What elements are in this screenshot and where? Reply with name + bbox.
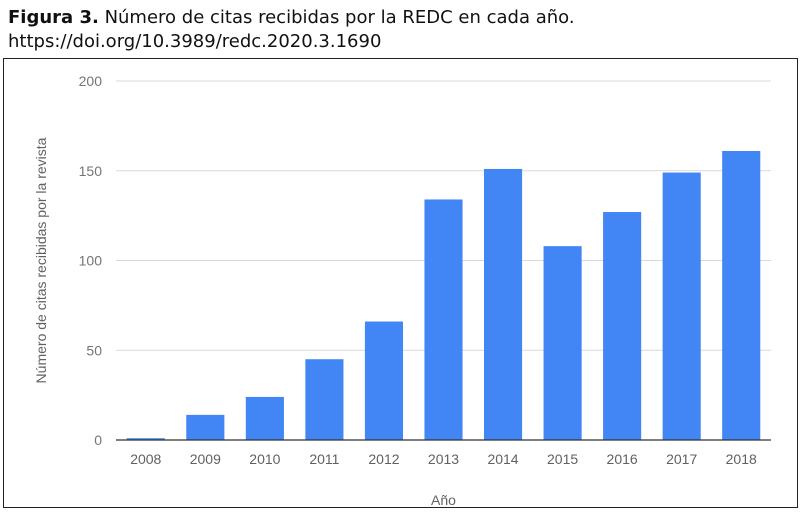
x-tick-label: 2016 <box>607 451 638 467</box>
x-axis-title: Año <box>431 492 456 507</box>
x-tick-label: 2008 <box>130 451 161 467</box>
x-axis-ticks: 2008 2009 2010 2011 2012 2013 2014 2015 2016 2017… <box>130 451 757 467</box>
bar-2010 <box>245 396 284 440</box>
x-tick-label: 2009 <box>190 451 221 467</box>
x-tick-label: 2014 <box>487 451 518 467</box>
bar-chart: 0 50 100 150 200 2008 2009 2010 2011 2012 2013 201… <box>33 73 771 507</box>
figure-label: Figura 3. <box>8 7 99 28</box>
bar-2014 <box>483 168 523 440</box>
x-tick-label: 2010 <box>249 451 280 467</box>
bar-2011 <box>305 359 344 440</box>
x-tick-label: 2017 <box>666 451 697 467</box>
y-axis-ticks: 0 50 100 150 200 <box>79 73 103 448</box>
bar-2009 <box>186 414 225 440</box>
bar-2016 <box>603 212 642 440</box>
bar-2008 <box>126 438 165 440</box>
figure-caption: Figura 3. Número de citas recibidas por … <box>8 6 798 54</box>
y-tick-label: 50 <box>86 342 102 358</box>
caption-line-1: Figura 3. Número de citas recibidas por … <box>8 6 798 30</box>
bar-2018 <box>722 151 761 440</box>
bar-2013 <box>424 199 463 440</box>
caption-text: Número de citas recibidas por la REDC en… <box>104 7 575 28</box>
bar-2017 <box>662 172 701 441</box>
y-tick-label: 150 <box>79 163 103 179</box>
x-tick-label: 2018 <box>726 451 757 467</box>
chart-frame: 0 50 100 150 200 2008 2009 2010 2011 2012 2013 201… <box>3 58 798 508</box>
caption-doi: https://doi.org/10.3989/redc.2020.3.1690 <box>8 31 382 52</box>
bar-2012 <box>364 321 404 440</box>
y-tick-label: 100 <box>79 253 103 269</box>
bar-2015 <box>543 246 582 440</box>
x-tick-label: 2011 <box>309 451 339 467</box>
x-tick-label: 2015 <box>547 451 578 467</box>
y-axis-title: Número de citas recibidas por la revista <box>33 137 49 383</box>
x-tick-label: 2012 <box>368 451 399 467</box>
bars <box>126 151 761 441</box>
x-tick-label: 2013 <box>428 451 459 467</box>
y-tick-label: 0 <box>94 432 102 448</box>
y-tick-label: 200 <box>79 73 103 89</box>
